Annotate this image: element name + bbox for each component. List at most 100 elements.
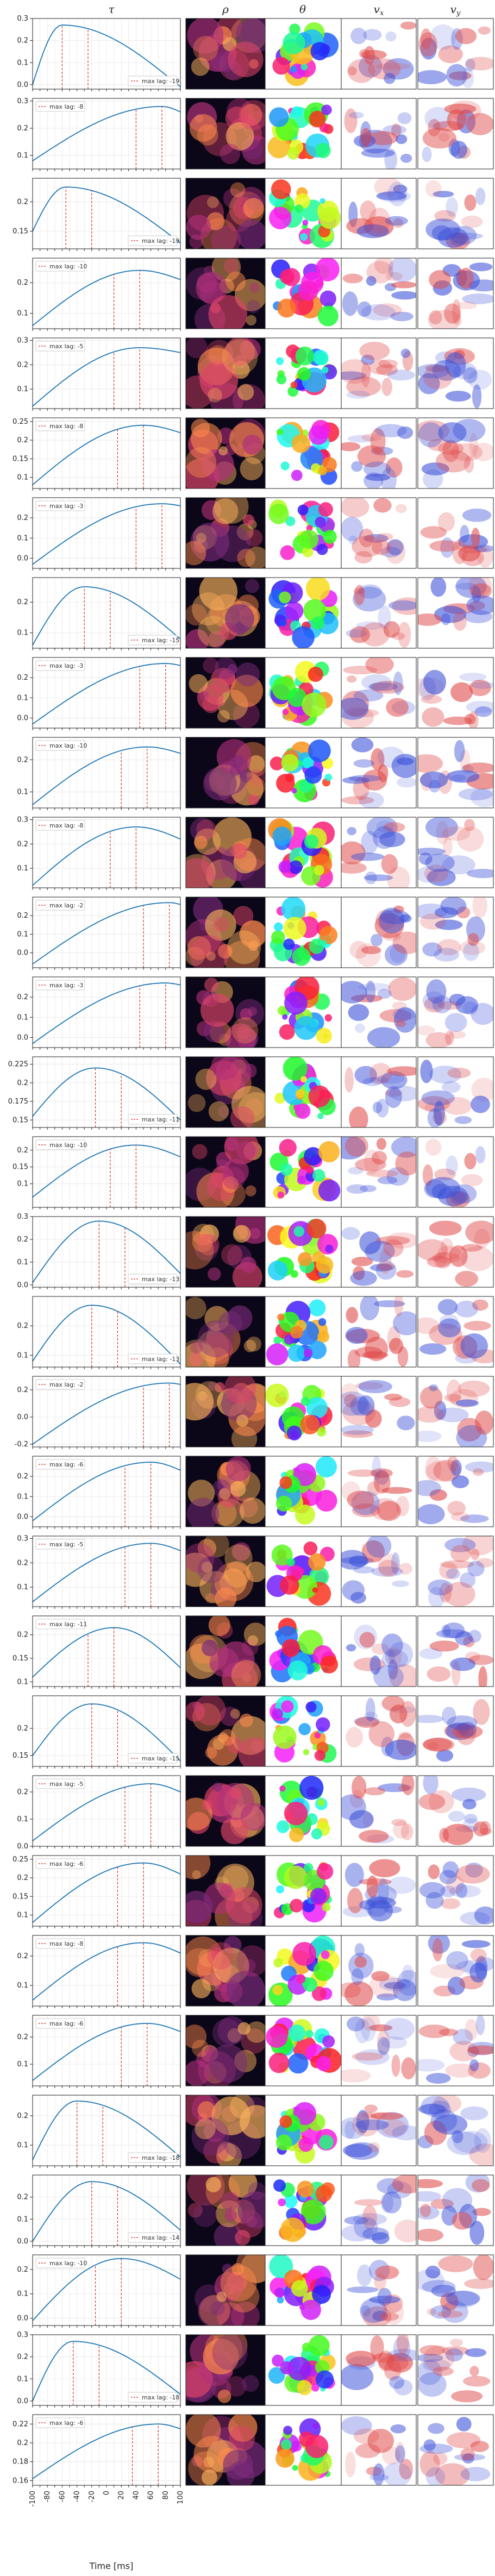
y-tick-label: 0.2: [17, 840, 28, 848]
theta-image: [265, 2015, 342, 2086]
y-tick-label: 0.2: [17, 1788, 28, 1796]
tau-panel: 0.1 0.2 0.3 max lag: -8: [17, 816, 181, 890]
vx-image: [341, 98, 417, 170]
y-tick-label: 0.1: [17, 2215, 28, 2223]
rho-image: [185, 337, 266, 409]
legend-box: [35, 900, 85, 911]
tau-panel: 0.0 0.1 0.2 max lag: -14: [17, 2174, 181, 2248]
rho-image: [185, 98, 266, 170]
tau-curve: [32, 663, 181, 725]
tau-curve: [32, 1144, 181, 1198]
panel-frame: [32, 2414, 181, 2486]
legend: max lag: -13: [128, 1274, 179, 1284]
y-tick-label: 0.15: [12, 1892, 28, 1901]
panel-row: 0.1 0.2 max lag: -15: [17, 577, 494, 650]
x-tick-label: -60: [58, 2491, 66, 2502]
tau-panel: 0.0 0.1 0.2 0.3 max lag: -18: [17, 2331, 181, 2408]
vx-image: [341, 178, 417, 249]
rho-image: [185, 1695, 266, 1767]
vy-image: [417, 497, 494, 569]
x-tick-label: -80: [43, 2491, 52, 2502]
legend: max lag: -13: [128, 1353, 179, 1364]
panel-row: 0.1 0.2 max lag: -13: [17, 1296, 494, 1369]
theta-image: [265, 1456, 342, 1527]
tau-curve: [32, 347, 181, 407]
vy-image: [417, 1216, 494, 1288]
rho-image: [185, 1056, 266, 1128]
panel-frame: [32, 258, 181, 329]
panel-frame: [32, 2095, 181, 2166]
theta-image: [265, 98, 342, 170]
x-tick-label: 100: [177, 2491, 185, 2504]
panel-frame: [32, 577, 181, 649]
rho-image: [185, 2334, 266, 2406]
y-tick-label: 0.1: [17, 864, 28, 873]
vx-image: [341, 1376, 417, 1447]
panel-frame: [32, 737, 181, 808]
panel-frame: [32, 1775, 181, 1847]
vx-image: [341, 817, 417, 888]
vy-image: [417, 1695, 494, 1767]
rho-image: [185, 497, 266, 569]
column-title-theta: θ: [299, 3, 306, 16]
tau-curve: [32, 1627, 181, 1678]
tau-panel: 0.1 0.15 0.2 max lag: -11: [12, 1615, 181, 1689]
y-tick-label: 0.0: [17, 2315, 28, 2323]
legend: max lag: -3: [35, 980, 85, 991]
y-tick-label: 0.1: [17, 1493, 28, 1501]
rho-image: [185, 258, 266, 329]
x-tick-label: 40: [132, 2491, 140, 2500]
legend: max lag: -14: [128, 2232, 179, 2243]
panel-frame: [32, 976, 181, 1048]
y-tick-label: 0.1: [17, 1911, 28, 1919]
tau-curve: [32, 186, 181, 243]
legend: max lag: -8: [35, 421, 85, 431]
legend-box: [35, 421, 85, 431]
vy-image: [417, 2015, 494, 2086]
tau-curve: [32, 1942, 181, 2001]
column-titles: τ ρ θ vx vy: [108, 3, 461, 17]
y-tick-label: 0.3: [17, 15, 28, 23]
y-tick-label: 0.1: [17, 1583, 28, 1591]
legend-box: [128, 1274, 178, 1284]
vy-image: [417, 417, 494, 489]
legend-label: max lag: -11: [49, 1621, 87, 1628]
legend-box: [35, 1938, 85, 1949]
panel-row: 0.0 0.1 0.2 0.3 max lag: -19: [17, 15, 494, 91]
panel-row: 0.1 0.2 max lag: -10: [17, 737, 494, 810]
vy-image: [417, 337, 494, 409]
panel-row: 0.15 0.2 max lag: -19: [12, 178, 494, 251]
column-title-tau: τ: [108, 3, 115, 16]
panel-frame: [32, 417, 181, 489]
rho-image: [185, 1855, 266, 1927]
tau-curve: [32, 1067, 181, 1120]
panel-frame: [32, 1535, 181, 1607]
y-tick-label: 0.1: [17, 2141, 28, 2149]
legend-box: [35, 820, 85, 831]
tau-curve: [32, 2341, 181, 2402]
panel-row: 0.1 0.2 0.3 max lag: -5: [17, 1534, 494, 1609]
theta-image: [265, 577, 342, 649]
vx-image: [341, 2254, 417, 2326]
legend-label: max lag: -6: [49, 2420, 83, 2427]
legend-label: max lag: -19: [142, 78, 179, 85]
panel-row: 0.1 0.2 max lag: -8: [17, 1935, 494, 2008]
y-tick-label: 0.2: [17, 361, 28, 369]
legend-label: max lag: -10: [49, 1142, 87, 1149]
tau-panel: 0.1 0.2 max lag: -8: [17, 1935, 181, 2008]
legend: max lag: -10: [35, 2258, 87, 2268]
panel-row: 0.16 0.18 0.2 0.22 max lag: -6: [12, 2414, 494, 2487]
vx-image: [341, 417, 417, 489]
legend-label: max lag: -11: [142, 1116, 179, 1123]
theta-image: [265, 18, 342, 90]
legend: max lag: -15: [128, 635, 179, 645]
legend: max lag: -8: [35, 820, 85, 831]
rho-image: [185, 2174, 266, 2246]
tau-curve: [32, 2181, 181, 2242]
y-tick-label: 0.2: [17, 1322, 28, 1330]
tau-panel: 0.0 0.1 0.2 max lag: -3: [17, 976, 181, 1050]
x-tick-label: -40: [73, 2491, 82, 2502]
vx-image: [341, 577, 417, 649]
y-tick-label: 0.1: [17, 1013, 28, 1021]
legend: max lag: -8: [35, 1938, 85, 1949]
